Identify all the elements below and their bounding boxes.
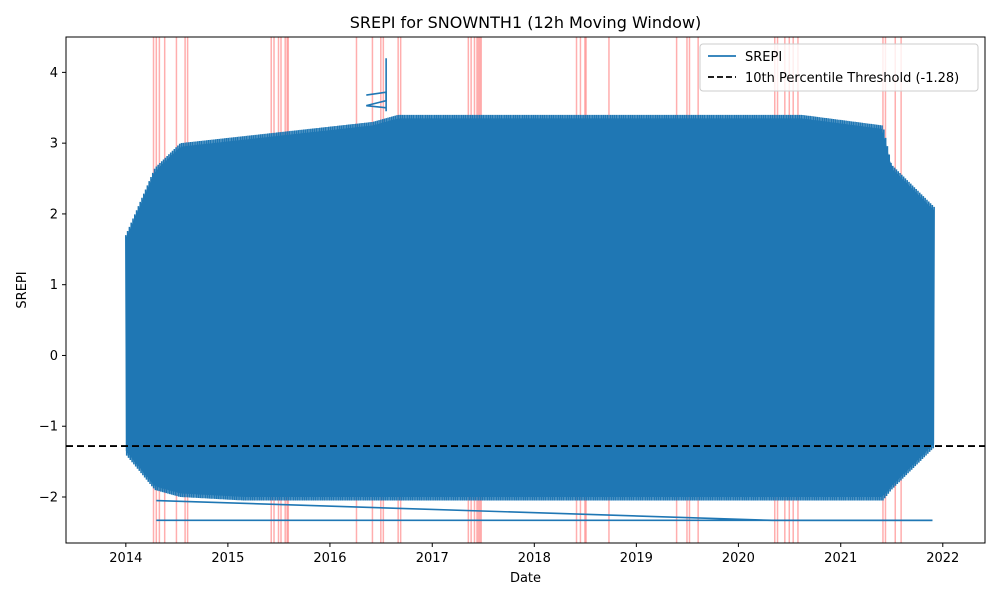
legend: SREPI 10th Percentile Threshold (-1.28) [699, 43, 979, 92]
y-axis: −2 −1 0 1 2 3 4 [39, 66, 66, 506]
x-axis-label: Date [510, 571, 541, 586]
y-tick-label: −2 [39, 491, 58, 506]
srepi-series [125, 58, 935, 522]
y-tick-label: 0 [50, 349, 58, 364]
x-tick-label: 2014 [109, 551, 142, 566]
y-axis-label: SREPI [15, 271, 30, 308]
x-tick-label: 2015 [211, 551, 244, 566]
srepi-line [125, 114, 935, 501]
x-tick-label: 2018 [518, 551, 551, 566]
y-tick-label: 1 [50, 278, 58, 293]
y-tick-label: 4 [50, 66, 58, 81]
srepi-excursion [366, 91, 387, 109]
y-tick-label: 3 [50, 137, 58, 152]
chart-title: SREPI for SNOWNTH1 (12h Moving Window) [350, 13, 702, 32]
x-tick-label: 2019 [620, 551, 653, 566]
legend-label-threshold: 10th Percentile Threshold (-1.28) [745, 71, 959, 86]
y-tick-label: −1 [39, 420, 58, 435]
plot-frame [65, 36, 986, 544]
x-tick-label: 2021 [824, 551, 857, 566]
legend-label-srepi: SREPI [745, 50, 782, 65]
legend-box [699, 43, 979, 92]
x-tick-label: 2016 [313, 551, 346, 566]
x-tick-label: 2020 [722, 551, 755, 566]
x-axis: 2014 2015 2016 2017 2018 2019 2020 2021 2022 [109, 543, 959, 566]
x-tick-label: 2017 [416, 551, 449, 566]
srepi-density [125, 118, 935, 497]
y-tick-label: 2 [50, 207, 58, 222]
x-tick-label: 2022 [926, 551, 959, 566]
